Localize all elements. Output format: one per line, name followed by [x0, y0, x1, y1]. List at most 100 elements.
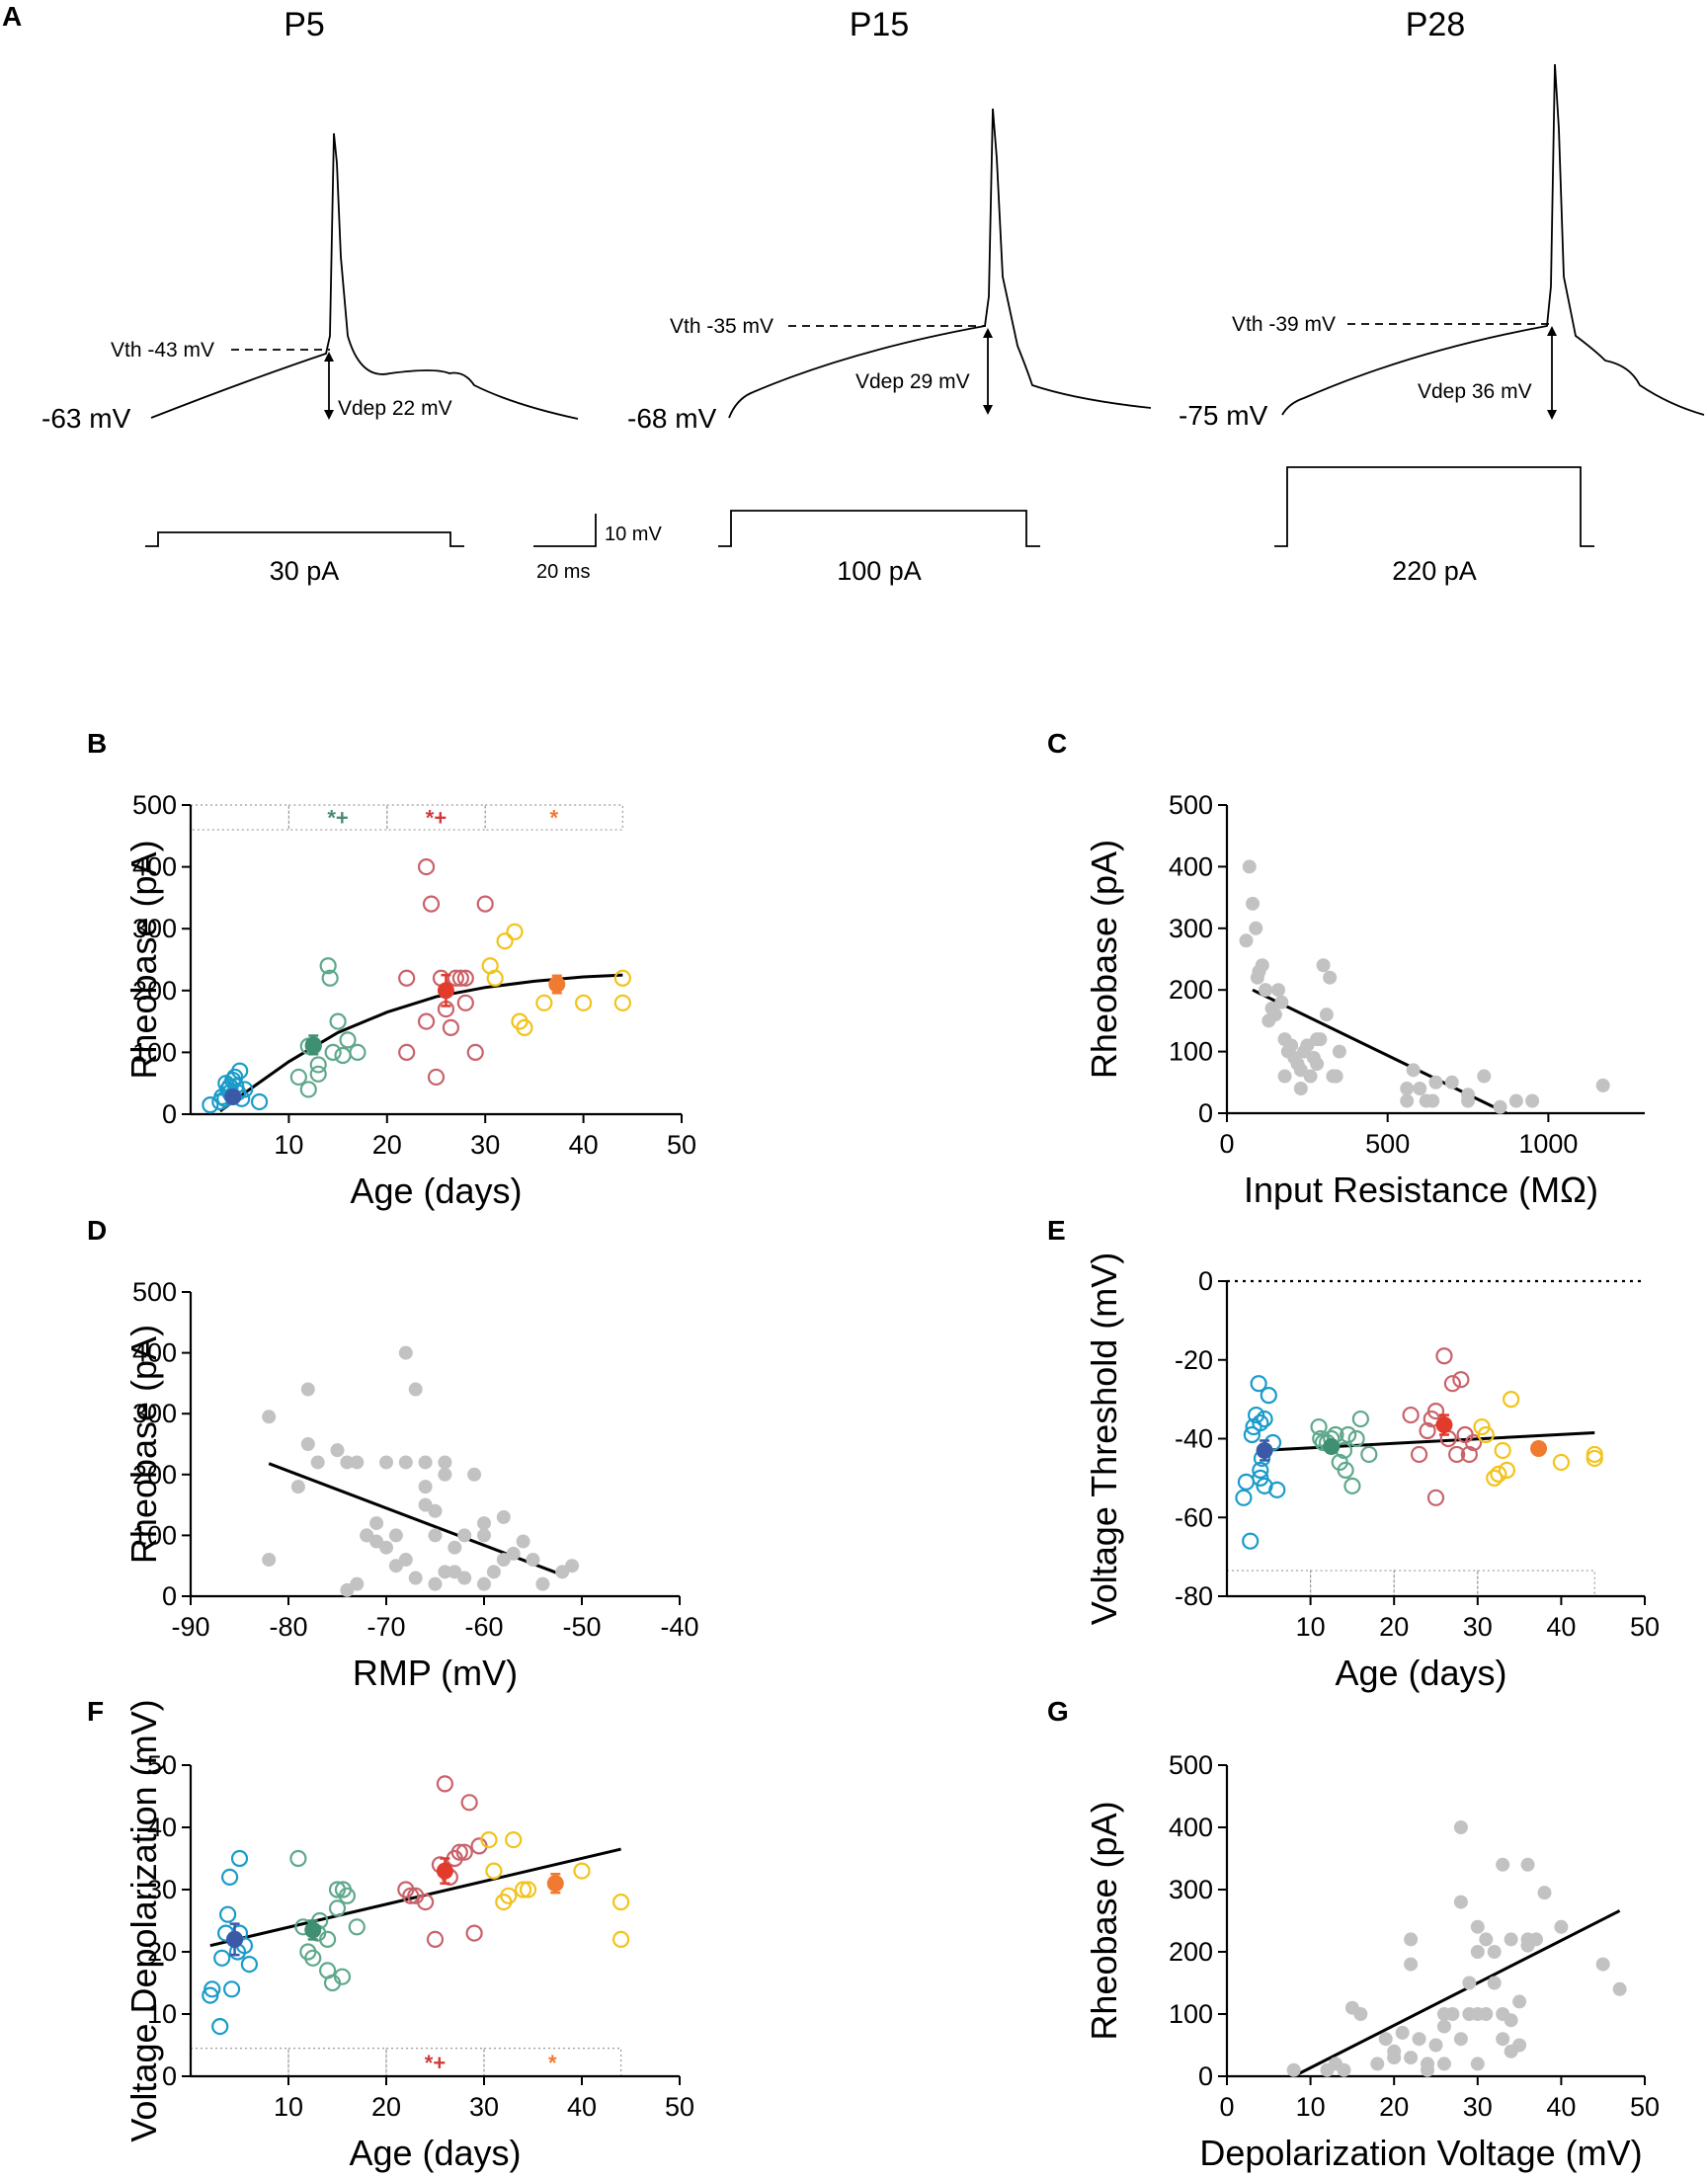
chart-g-point-all: [1421, 2062, 1435, 2077]
chart-f-mean-point: [546, 1875, 564, 1893]
chart-d-point-all: [506, 1546, 521, 1561]
chart-c-point-all: [1406, 1063, 1421, 1078]
chart-b-point-adult: [496, 932, 514, 950]
chart-e-point-adult: [1494, 1441, 1511, 1460]
chart-c-y-tick-label: 300: [1169, 914, 1213, 943]
chart-b-point-p15: [299, 1081, 317, 1098]
chart-d-y-title: Rheobase (pA): [123, 1325, 164, 1564]
chart-g-point-all: [1436, 2057, 1451, 2071]
chart-d-point-all: [457, 1571, 472, 1585]
chart-e-point-p15: [1310, 1417, 1328, 1436]
chart-f-point-p28: [465, 1924, 483, 1942]
chart-e-point-p5: [1242, 1532, 1260, 1550]
chart-c-y-tick-label: 500: [1169, 790, 1213, 820]
chart-b-point-p15: [321, 969, 339, 987]
chart-f-point-p5: [211, 2018, 229, 2036]
chart-b-fit-line: [218, 973, 623, 1113]
chart-e-point-p5: [1237, 1473, 1256, 1491]
chart-g-y-tick-label: 200: [1169, 1937, 1213, 1967]
chart-c-x-tick-label: 500: [1365, 1129, 1410, 1159]
chart-e-x-tick-label: 50: [1630, 1612, 1660, 1642]
chart-b-point-p28: [422, 895, 441, 913]
chart-c-point-all: [1323, 970, 1338, 985]
chart-b-point-p5: [231, 1062, 249, 1080]
chart-e-point-p28: [1443, 1375, 1462, 1393]
chart-g-y-tick-label: 400: [1169, 1813, 1213, 1842]
chart-e-point-p28: [1460, 1445, 1478, 1464]
chart-b-x-title: Age (days): [350, 1170, 522, 1211]
chart-d-point-all: [408, 1382, 423, 1397]
chart-d-point-all: [340, 1582, 355, 1597]
chart-d-point-all: [369, 1516, 384, 1531]
chart-f-point-p15: [304, 1949, 322, 1967]
chart-c-point-all: [1493, 1099, 1507, 1114]
chart-c-y-tick-label: 200: [1169, 975, 1213, 1005]
chart-c-point-all: [1271, 983, 1286, 998]
chart-g-point-all: [1520, 1857, 1535, 1872]
chart-g-point-all: [1496, 1857, 1510, 1872]
trace-p28-vth-label: Vth -39 mV: [1232, 313, 1336, 336]
chart-e-point-p28: [1426, 1489, 1445, 1506]
chart-f-x-tick-label: 30: [469, 2092, 499, 2122]
chart-c-point-all: [1525, 1093, 1540, 1108]
chart-f-point-p15: [319, 1962, 337, 1979]
chart-d-x-tick-label: -60: [464, 1612, 503, 1642]
chart-f-sig-label: *+: [425, 2051, 446, 2075]
chart-d-point-all: [496, 1509, 511, 1524]
chart-f-sig-label: *: [548, 2051, 557, 2075]
chart-e-point-p5: [1250, 1375, 1267, 1393]
trace-p28-vdep-label: Vdep 36 mV: [1418, 380, 1532, 403]
trace-p5-vth-label: Vth -43 mV: [111, 339, 214, 362]
chart-g-point-all: [1520, 1938, 1535, 1953]
chart-b-point-p15: [309, 1056, 327, 1074]
chart-e-y-tick-label: -60: [1175, 1502, 1213, 1532]
chart-e-point-p5: [1252, 1461, 1269, 1480]
chart-c-point-all: [1252, 964, 1266, 979]
chart-f-y-tick-label: 0: [162, 2061, 177, 2091]
chart-f-point-p15: [289, 1849, 307, 1868]
chart-d-point-all: [350, 1455, 365, 1470]
trace-p15-current-label: 100 pA: [837, 556, 922, 586]
chart-g-point-all: [1537, 1886, 1552, 1900]
chart-f-point-adult: [573, 1862, 591, 1880]
chart-e-y-tick-label: -20: [1175, 1345, 1213, 1375]
chart-d-y-tick-label: 500: [132, 1277, 177, 1307]
chart-g-x-tick-label: 50: [1630, 2092, 1660, 2122]
trace-p5-title: P5: [284, 6, 325, 43]
chart-e-point-p28: [1419, 1421, 1436, 1440]
chart-f-y-tick-label: 50: [147, 1750, 177, 1780]
chart-d-point-all: [467, 1467, 482, 1482]
chart-d-point-all: [418, 1480, 433, 1494]
chart-e-point-adult: [1552, 1453, 1571, 1472]
chart-e-y-tick-label: -80: [1175, 1581, 1213, 1611]
chart-g-point-all: [1504, 2044, 1518, 2058]
chart-g-point-all: [1496, 2032, 1510, 2047]
chart-c-point-all: [1332, 1044, 1346, 1059]
chart-f-point-adult: [505, 1830, 523, 1849]
chart-f-x-tick-label: 50: [665, 2092, 694, 2122]
chart-c-rheobase-vs-input-resistance: 0 100 200 300 400 500 0 500 1000 Input Resistance…: [1084, 790, 1645, 1210]
chart-g-point-all: [1370, 2057, 1385, 2071]
chart-d-point-all: [398, 1455, 413, 1470]
chart-e-x-tick-label: 40: [1546, 1612, 1576, 1642]
chart-f-point-p15: [333, 1968, 352, 1985]
chart-d-point-all: [262, 1410, 277, 1424]
trace-p15-current-step: [718, 510, 1040, 547]
chart-e-point-adult: [1486, 1469, 1504, 1487]
chart-e-voltage-threshold-vs-age: -80 -60 -40 -20 0 10 20 30 40 50 Age (days) Voltage…: [1084, 1252, 1660, 1693]
chart-b-point-adult: [613, 969, 631, 987]
chart-d-point-all: [457, 1528, 472, 1543]
chart-e-point-p5: [1235, 1489, 1253, 1506]
chart-g-point-all: [1453, 2032, 1468, 2047]
chart-f-point-adult: [500, 1887, 518, 1904]
trace-p15-vdep-arrowhead-up: [983, 328, 993, 338]
chart-c-point-all: [1477, 1069, 1492, 1084]
trace-p5-vdep-label: Vdep 22 mV: [338, 397, 452, 420]
chart-f-mean-point: [304, 1921, 322, 1939]
chart-g-rheobase-vs-depolarization: 0 100 200 300 400 500 0 10 20 30 40 50 Depolarizatio…: [1084, 1750, 1660, 2173]
chart-c-point-all: [1242, 859, 1257, 874]
chart-f-y-title: Voltage Depolarization (mV): [123, 1699, 164, 2141]
chart-g-fit-line: [1293, 1909, 1621, 2078]
chart-g-point-all: [1470, 2007, 1485, 2021]
chart-e-point-p5: [1248, 1406, 1265, 1424]
